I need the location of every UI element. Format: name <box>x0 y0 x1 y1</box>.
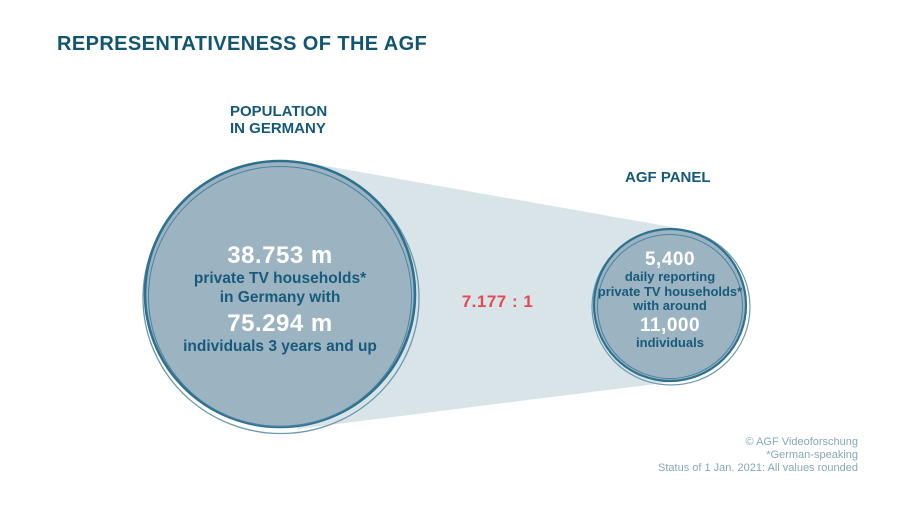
population-circle-text: 38.753 m private TV households* in Germa… <box>145 243 415 356</box>
footer-notes: © AGF Videoforschung *German-speaking St… <box>658 436 858 475</box>
ratio-value: 7.177 : 1 <box>461 292 534 311</box>
footer-copyright: © AGF Videoforschung <box>745 436 858 448</box>
population-label-line2: IN GERMANY <box>230 120 326 137</box>
panel-desc-line4: individuals <box>636 334 704 350</box>
footer-footnote: *German-speaking <box>766 449 858 461</box>
population-label: POPULATION IN GERMANY <box>230 103 327 137</box>
agf-panel-label: AGF PANEL <box>625 169 711 186</box>
population-individuals-value: 75.294 m <box>227 310 333 337</box>
population-desc-line2: in Germany with <box>219 289 341 306</box>
panel-desc-line1: daily reporting <box>624 269 716 284</box>
panel-individuals-value: 11,000 <box>639 314 701 336</box>
panel-circle-text: 5,400 daily reporting private TV househo… <box>585 250 755 350</box>
panel-desc-line3: with around <box>633 298 707 313</box>
population-desc-line3: individuals 3 years and up <box>183 338 377 355</box>
population-desc-line1: private TV households* <box>193 270 367 287</box>
panel-circle <box>591 227 751 386</box>
population-circle <box>142 159 420 435</box>
panel-desc-line2: private TV households* <box>597 283 743 299</box>
footer-status: Status of 1 Jan. 2021: All values rounde… <box>658 462 858 474</box>
panel-households-value: 5,400 <box>644 249 696 270</box>
population-label-line1: POPULATION <box>230 103 328 120</box>
page-title: REPRESENTATIVENESS OF THE AGF <box>57 33 428 55</box>
population-households-value: 38.753 m <box>227 242 333 269</box>
